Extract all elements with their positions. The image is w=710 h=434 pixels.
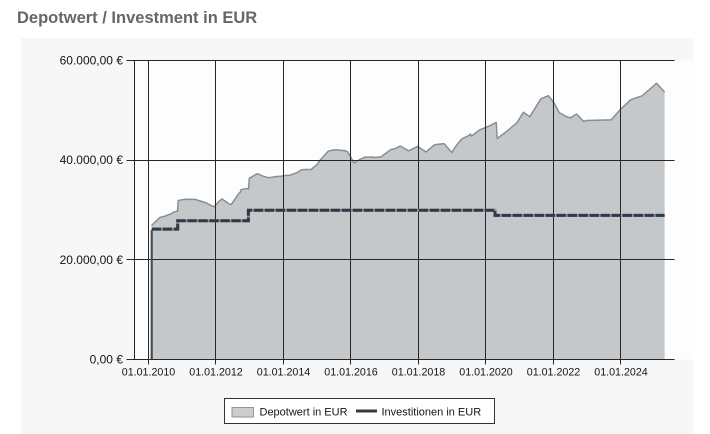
svg-text:01.01.2012: 01.01.2012 bbox=[189, 367, 243, 379]
svg-text:01.01.2016: 01.01.2016 bbox=[324, 367, 378, 379]
svg-text:01.01.2022: 01.01.2022 bbox=[527, 367, 581, 379]
svg-text:20.000,00 €: 20.000,00 € bbox=[60, 253, 124, 267]
svg-text:0,00 €: 0,00 € bbox=[90, 353, 124, 367]
svg-text:Depotwert in EUR: Depotwert in EUR bbox=[260, 407, 348, 419]
svg-text:01.01.2014: 01.01.2014 bbox=[257, 367, 311, 379]
svg-text:01.01.2024: 01.01.2024 bbox=[594, 367, 648, 379]
svg-text:01.01.2020: 01.01.2020 bbox=[459, 367, 513, 379]
svg-text:01.01.2018: 01.01.2018 bbox=[392, 367, 446, 379]
svg-text:40.000,00 €: 40.000,00 € bbox=[60, 153, 124, 167]
svg-text:60.000,00 €: 60.000,00 € bbox=[60, 54, 124, 68]
svg-text:01.01.2010: 01.01.2010 bbox=[122, 367, 176, 379]
svg-text:Investitionen in EUR: Investitionen in EUR bbox=[382, 407, 482, 419]
